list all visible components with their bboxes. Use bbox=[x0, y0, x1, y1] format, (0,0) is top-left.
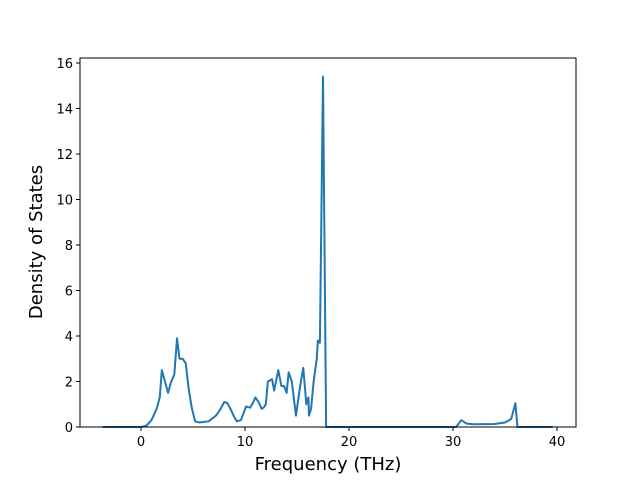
data-line bbox=[102, 75, 553, 428]
x-tick-label: 0 bbox=[137, 435, 145, 450]
y-tick-label: 8 bbox=[65, 239, 73, 254]
y-axis-label: Density of States bbox=[26, 165, 47, 319]
y-tick-label: 2 bbox=[65, 376, 73, 391]
y-tick-label: 0 bbox=[65, 421, 73, 436]
x-tick-label: 10 bbox=[237, 435, 254, 450]
x-tick-label: 40 bbox=[549, 435, 566, 450]
plot-frame bbox=[79, 57, 577, 428]
x-axis-label: Frequency (THz) bbox=[255, 454, 402, 475]
y-tick-label: 14 bbox=[56, 103, 73, 118]
y-tick-label: 4 bbox=[65, 330, 73, 345]
y-tick-label: 16 bbox=[56, 57, 73, 72]
x-tick-label: 30 bbox=[445, 435, 462, 450]
x-tick-label: 20 bbox=[341, 435, 358, 450]
y-tick-label: 12 bbox=[56, 148, 73, 163]
y-tick-label: 6 bbox=[65, 285, 73, 300]
y-tick-label: 10 bbox=[56, 194, 73, 209]
